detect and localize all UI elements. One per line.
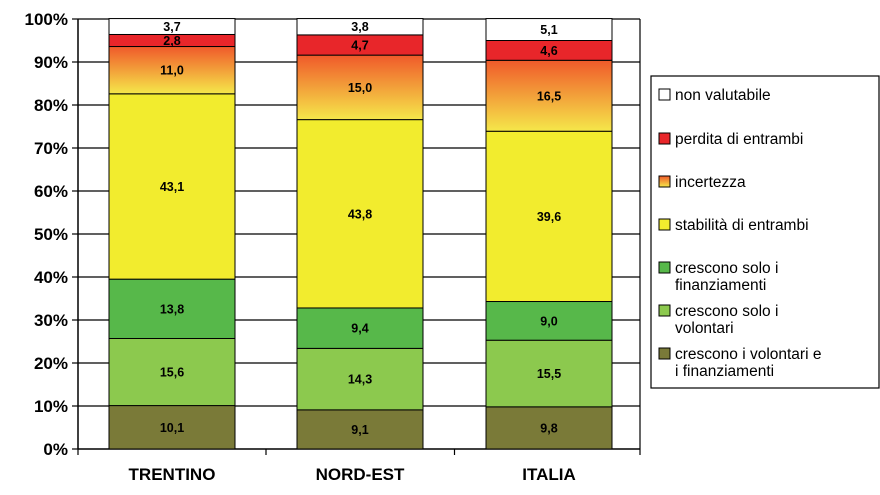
legend-swatch [658,132,671,145]
data-label: 4,6 [540,44,557,58]
bar-segment [485,406,613,450]
data-label: 10,1 [160,421,184,435]
x-category-label: NORD-EST [316,465,405,484]
data-label: 9,8 [540,421,557,435]
legend-label: perdita di entrambi [675,131,803,148]
bar-segment [485,339,613,408]
plot-area: 0% 10% 20% 30% 40% 50% 60% 70% 80% 90% 100% 10,1 15,… [25,10,641,484]
y-tick-label: 100% [25,10,68,29]
data-label: 14,3 [348,373,372,387]
legend-swatch [658,347,671,360]
legend-label: crescono i volontari e [675,346,821,363]
bar-segment [485,301,613,341]
legend: non valutabile perdita di entrambi incerte… [650,75,880,389]
bar-segment [108,405,236,450]
bar-segment [108,337,236,407]
legend-label: finanziamenti [675,277,766,294]
y-tick-label: 0% [43,440,68,459]
legend-label: crescono solo i [675,260,778,277]
bar-segment [296,18,424,36]
data-label: 9,4 [351,322,368,336]
legend-swatch [658,218,671,231]
data-label: 15,6 [160,366,184,380]
bar-segment [296,409,424,450]
legend-label: crescono solo i [675,303,778,320]
legend-swatch [658,304,671,317]
data-label: 43,8 [348,207,372,221]
data-label: 39,6 [537,210,561,224]
bar-segment [485,18,613,41]
legend-label: stabilità di entrambi [675,217,809,234]
legend-label: volontari [675,320,734,337]
bar-segment [485,130,613,303]
bar-segment [485,59,613,132]
y-tick-label: 90% [34,53,68,72]
data-label: 3,8 [351,20,368,34]
x-category-label: ITALIA [522,465,576,484]
bar-segment [296,347,424,411]
legend-label: incertezza [675,174,746,191]
data-label: 13,8 [160,302,184,316]
data-label: 9,1 [351,423,368,437]
bar-segment [108,18,236,35]
data-label: 11,0 [160,64,184,78]
y-tick-label: 50% [34,225,68,244]
legend-swatch [658,175,671,188]
data-label: 9,0 [540,314,557,328]
bar-segment [296,119,424,309]
y-tick-label: 70% [34,139,68,158]
data-label: 16,5 [537,89,561,103]
data-label: 5,1 [540,23,557,37]
data-label: 4,7 [351,39,368,53]
y-tick-label: 10% [34,397,68,416]
data-label: 3,7 [163,20,180,34]
legend-label: non valutabile [675,87,771,104]
y-tick-label: 20% [34,354,68,373]
bar-segment [108,46,236,95]
legend-swatch [658,88,671,101]
legend-label: i finanziamenti [675,363,774,380]
bar-segment [108,278,236,339]
legend-box [650,75,880,389]
data-label: 15,5 [537,367,561,381]
y-tick-label: 40% [34,268,68,287]
x-category-label: TRENTINO [129,465,216,484]
y-tick-label: 80% [34,96,68,115]
legend-swatch [658,261,671,274]
data-label: 2,8 [163,34,180,48]
data-label: 43,1 [160,180,184,194]
y-tick-label: 60% [34,182,68,201]
y-tick-label: 30% [34,311,68,330]
data-label: 15,0 [348,81,372,95]
